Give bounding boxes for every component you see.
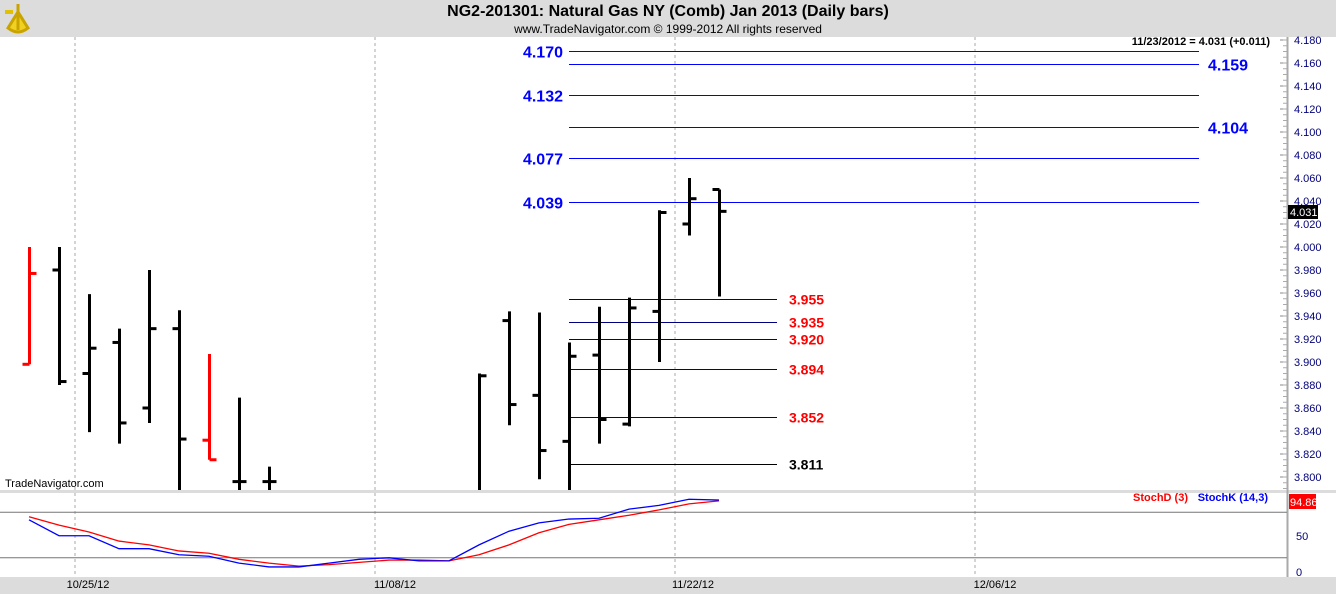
price-axis[interactable] (1288, 37, 1336, 490)
stoch-line-k (28, 498, 720, 568)
ohlc-bar (202, 353, 217, 462)
ohlc-bar (652, 210, 667, 362)
sextant-logo-icon (5, 4, 30, 34)
x-label: 11/22/12 (672, 579, 714, 591)
y-tick-label: 4.080 (1294, 150, 1322, 162)
y-tick-label: 4.100 (1294, 127, 1322, 139)
stoch-line-d (28, 500, 720, 567)
watermark: TradeNavigator.com (5, 478, 104, 490)
y-tick-label: 3.840 (1294, 426, 1322, 438)
legend-stochd: StochD (3) (1133, 492, 1188, 504)
y-tick-label: 3.880 (1294, 380, 1322, 392)
ohlc-bar (502, 311, 517, 426)
ohlc-bar (592, 306, 607, 444)
y-tick-label: 4.060 (1294, 173, 1322, 185)
y-tick-label: 4.140 (1294, 81, 1322, 93)
y-tick-label: 3.920 (1294, 334, 1322, 346)
y-tick-label: 4.000 (1294, 242, 1322, 254)
y-tick-label: 3.820 (1294, 449, 1322, 461)
fib-level-label: 4.039 (523, 196, 563, 213)
chart-header: NG2-201301: Natural Gas NY (Comb) Jan 20… (0, 0, 1336, 37)
ohlc-bar (22, 247, 37, 366)
fib-level-label: 4.077 (523, 152, 563, 169)
y-tick-label: 3.940 (1294, 311, 1322, 323)
fib-level-label: 4.104 (1208, 121, 1248, 138)
fib-level-label: 3.811 (789, 457, 823, 473)
y-tick-label: 3.960 (1294, 288, 1322, 300)
fib-level-label: 3.955 (789, 292, 824, 308)
ohlc-bar (532, 312, 547, 480)
copyright-text: www.TradeNavigator.com © 1999-2012 All r… (514, 22, 822, 36)
y-tick-label: 4.160 (1294, 58, 1322, 70)
ohlc-bar (622, 297, 637, 427)
y-tick-label: 3.900 (1294, 357, 1322, 369)
y-tick-label: 4.020 (1294, 219, 1322, 231)
ohlc-bar (112, 328, 127, 444)
ohlc-bar (82, 294, 97, 433)
ohlc-bar (232, 397, 247, 490)
fib-level-label: 3.935 (789, 315, 824, 331)
fib-level-label: 3.894 (789, 362, 824, 378)
fib-level-label: 3.852 (789, 410, 824, 426)
stoch-last-label: 94.86 (1290, 497, 1318, 509)
y-tick-label: 3.860 (1294, 403, 1322, 415)
legend-stochk: StochK (14,3) (1198, 492, 1269, 504)
y-tick-label: 4.180 (1294, 35, 1322, 47)
stoch-tick-0: 0 (1296, 567, 1302, 579)
chart-title: NG2-201301: Natural Gas NY (Comb) Jan 20… (447, 3, 889, 20)
ohlc-bar (172, 310, 187, 490)
price-readout: 11/23/2012 = 4.031 (+0.011) (1132, 36, 1271, 48)
y-tick-label: 4.120 (1294, 104, 1322, 116)
fib-level-label: 4.159 (1208, 58, 1248, 75)
stoch-pane[interactable] (0, 493, 1287, 577)
x-label: 12/06/12 (974, 579, 1017, 591)
ohlc-bar (562, 342, 577, 490)
fib-level-label: 4.132 (523, 89, 563, 106)
x-label: 11/08/12 (374, 579, 416, 591)
ohlc-bar (142, 270, 157, 423)
ohlc-bar (52, 247, 67, 385)
stoch-tick-50: 50 (1296, 531, 1308, 543)
fib-level-label: 4.170 (523, 45, 563, 62)
ohlc-bar (712, 188, 727, 297)
fib-level-label: 3.920 (789, 332, 824, 348)
price-pane[interactable] (0, 37, 1287, 490)
ohlc-bar (478, 373, 487, 490)
ohlc-bar (262, 466, 277, 490)
x-label: 10/25/12 (67, 579, 110, 591)
last-price-label: 4.031 (1290, 207, 1318, 219)
y-tick-label: 3.800 (1294, 472, 1322, 484)
y-tick-label: 3.980 (1294, 265, 1322, 277)
ohlc-bar (682, 178, 697, 236)
